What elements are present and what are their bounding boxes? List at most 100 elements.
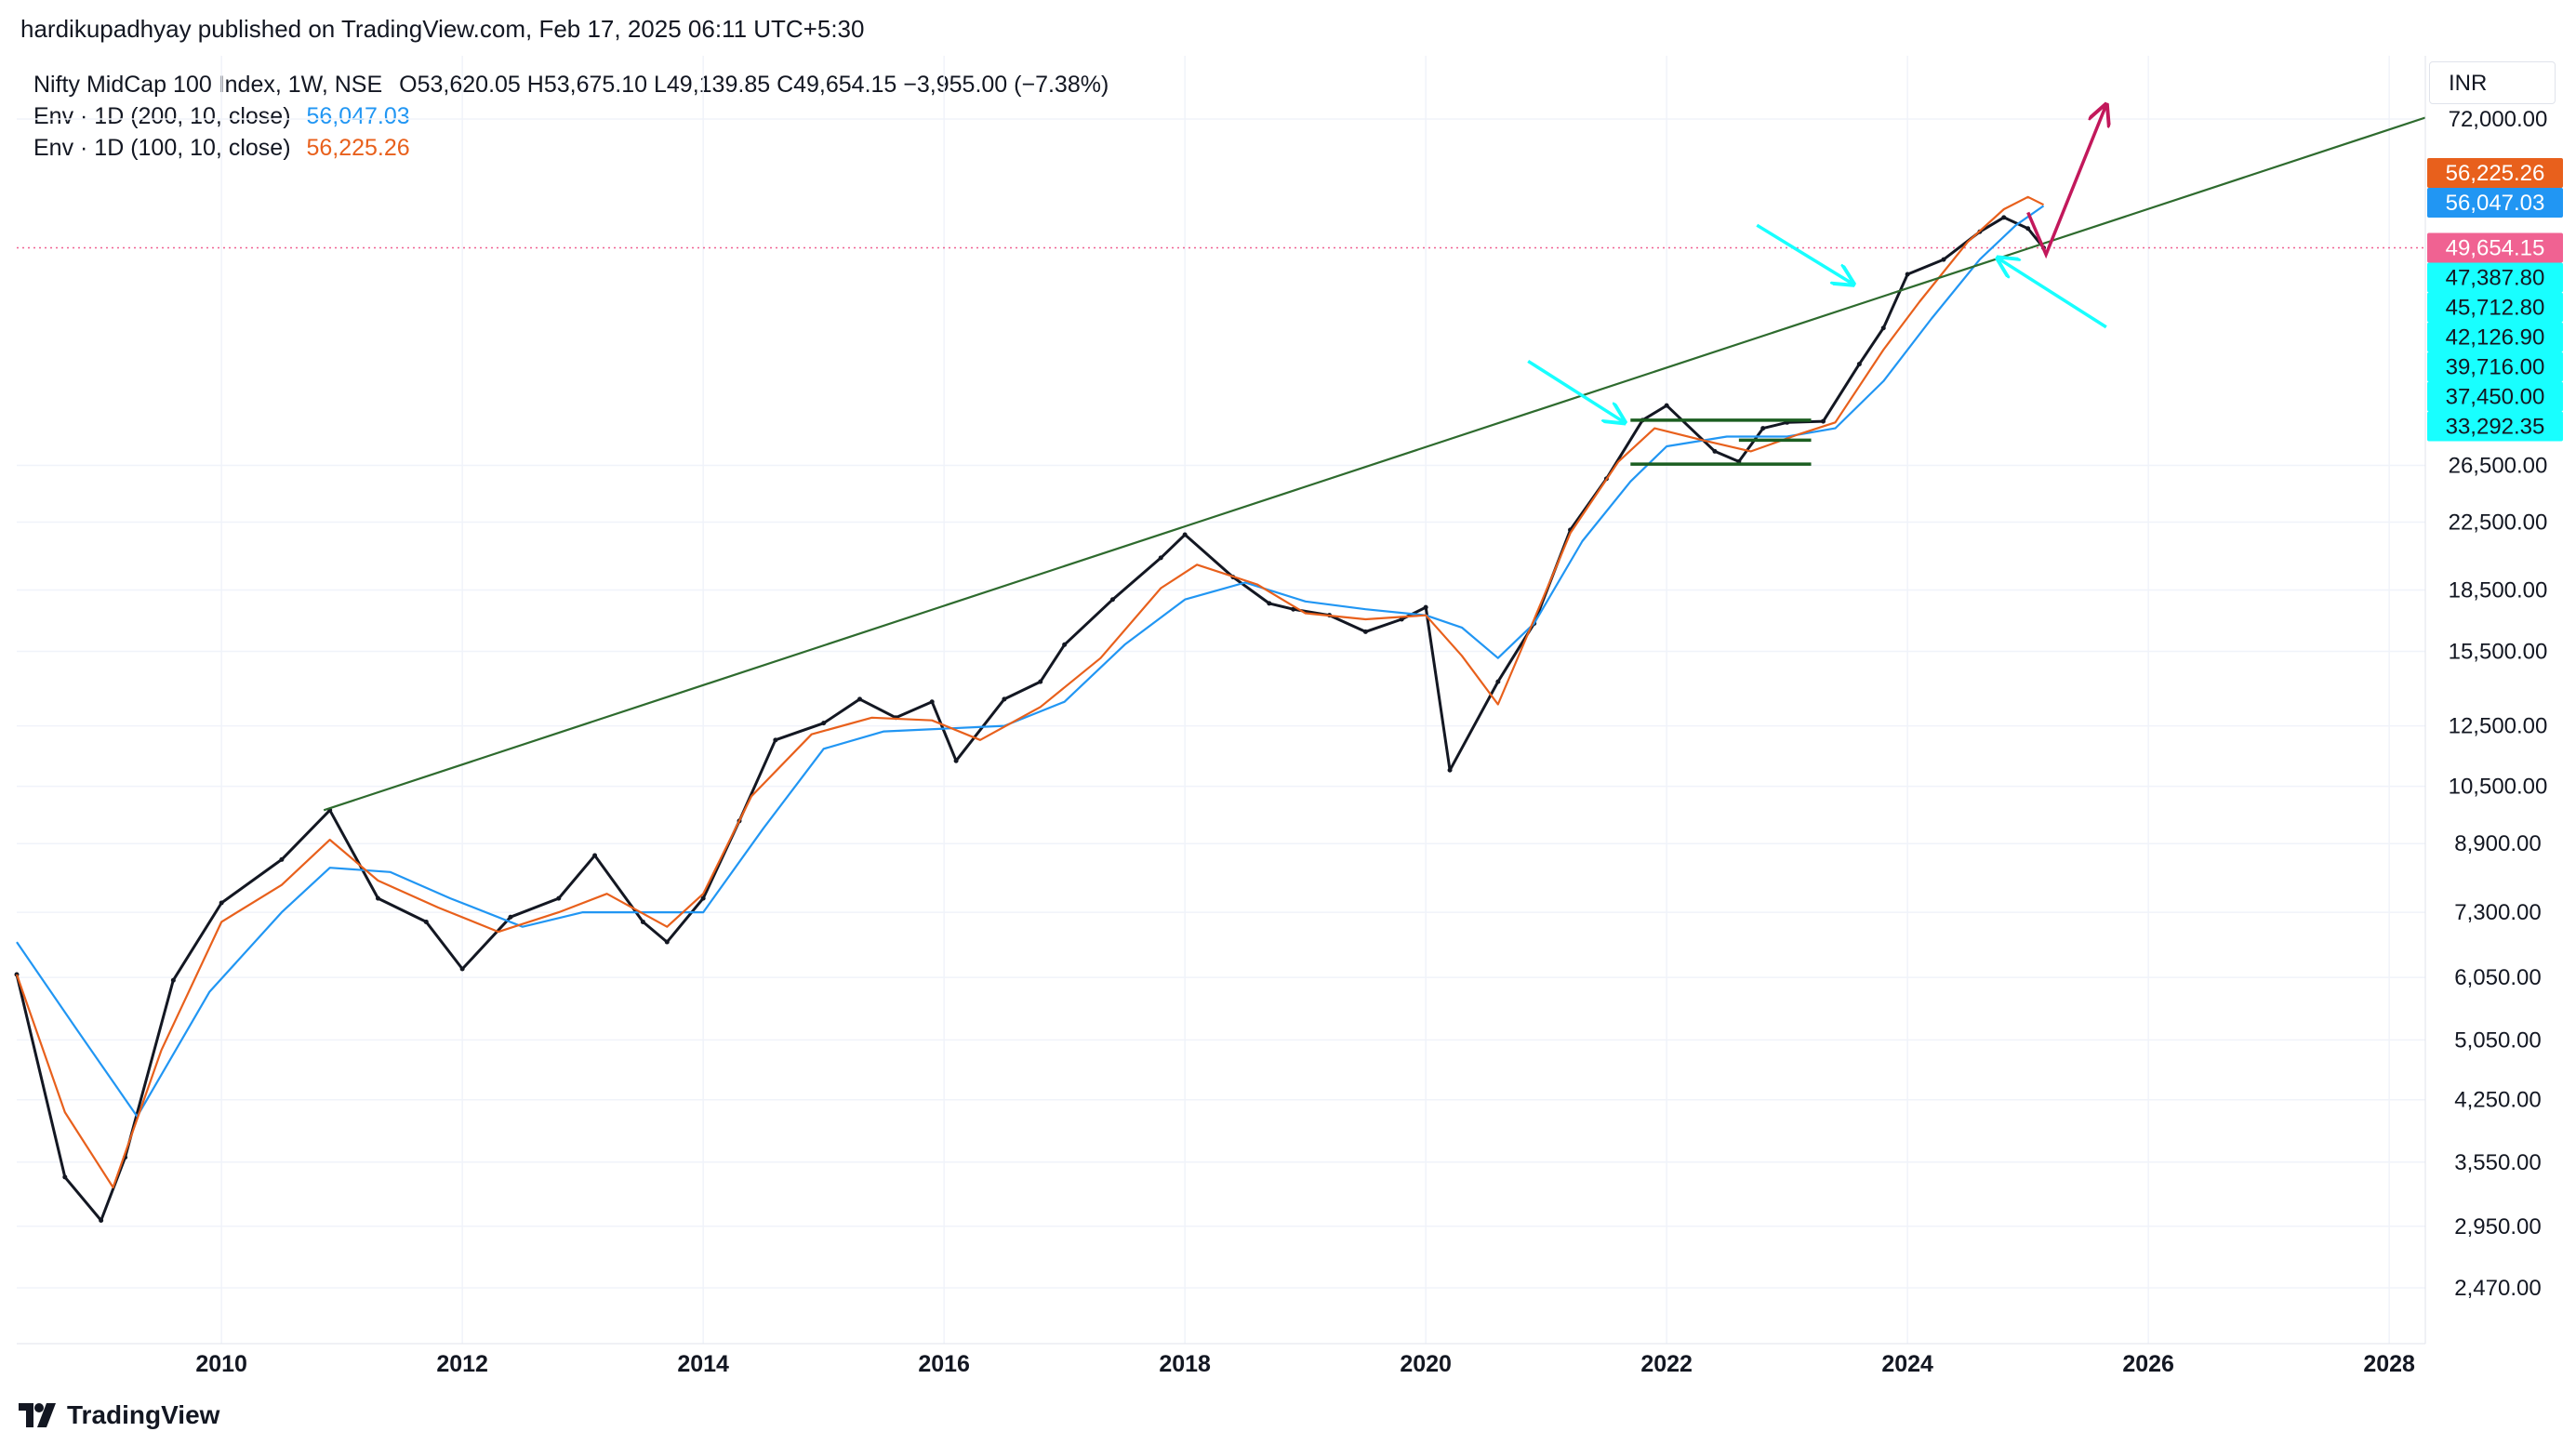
grid (17, 56, 2425, 1344)
y-tick-label: 72,000.00 (2449, 107, 2548, 132)
price-line[interactable] (15, 216, 2045, 1222)
price-point (423, 919, 429, 924)
price-point (857, 696, 862, 702)
price-tag: 56,225.26 (2427, 158, 2563, 188)
legend-indicator-row[interactable]: Env · 1D (100, 10, close) 56,225.26 (33, 132, 1118, 164)
price-tag: 33,292.35 (2427, 411, 2563, 442)
price-point (929, 699, 935, 705)
x-tick-label: 2010 (195, 1351, 247, 1377)
indicator-value: 56,225.26 (306, 135, 410, 161)
y-tick-label: 2,950.00 (2454, 1214, 2541, 1240)
projection-arrow[interactable] (2026, 105, 2106, 259)
y-tick-label: 12,500.00 (2449, 714, 2548, 739)
price-point (62, 1174, 68, 1180)
x-tick-label: 2024 (1881, 1351, 1933, 1377)
symbol-label: Nifty MidCap 100 Index, 1W, NSE (33, 72, 383, 98)
price-tag-label: 39,716.00 (2446, 354, 2545, 379)
arrow-annotation[interactable] (1527, 359, 1625, 422)
price-point (1109, 597, 1115, 603)
price-tag: 45,712.80 (2427, 292, 2563, 323)
price-point (592, 853, 598, 858)
price-point (2001, 215, 2007, 220)
indicator-label: Env · 1D (100, 10, close) (33, 135, 291, 161)
y-tick-label: 6,050.00 (2454, 965, 2541, 990)
x-tick-label: 2016 (918, 1351, 970, 1377)
y-tick-label: 10,500.00 (2449, 775, 2548, 800)
currency-button[interactable]: INR (2429, 61, 2556, 104)
plot-area (14, 116, 2426, 1224)
y-tick-label: 15,500.00 (2449, 639, 2548, 664)
y-tick-label: 4,250.00 (2454, 1088, 2541, 1113)
price-point (99, 1218, 104, 1224)
y-tick-label: 2,470.00 (2454, 1276, 2541, 1301)
price-point (1158, 555, 1163, 561)
price-tag-label: 56,225.26 (2446, 161, 2545, 186)
price-point (640, 919, 645, 924)
price-point (1062, 642, 1068, 647)
price-point (773, 737, 778, 743)
price-point (664, 939, 670, 945)
price-tag: 56,047.03 (2427, 188, 2563, 218)
envelope-line[interactable] (15, 195, 2044, 1189)
price-point (953, 758, 959, 763)
price-tag-label: 47,387.80 (2446, 265, 2545, 290)
price-tag-label: 49,654.15 (2446, 235, 2545, 260)
arrow-annotation[interactable] (1998, 259, 2107, 329)
price-point (821, 721, 827, 726)
x-tick-label: 2028 (2363, 1351, 2415, 1377)
price-point (1267, 601, 1272, 606)
y-tick-label: 5,050.00 (2454, 1027, 2541, 1053)
price-point (1002, 696, 1007, 702)
arrow-annotation[interactable] (1756, 223, 1853, 284)
price-point (1291, 606, 1296, 612)
price-tag: 42,126.90 (2427, 322, 2563, 352)
price-point (1941, 257, 1946, 262)
tradingview-logo[interactable]: TradingView (19, 1400, 219, 1430)
x-tick-label: 2020 (1400, 1351, 1452, 1377)
y-tick-label: 8,900.00 (2454, 831, 2541, 856)
price-point (1821, 418, 1826, 424)
chart-legend: Nifty MidCap 100 Index, 1W, NSE O53,620.0… (33, 69, 1118, 164)
price-tag-label: 56,047.03 (2446, 191, 2545, 216)
x-tick-label: 2014 (677, 1351, 729, 1377)
indicator-value: 56,047.03 (306, 103, 410, 129)
legend-main-row[interactable]: Nifty MidCap 100 Index, 1W, NSE O53,620.0… (33, 69, 1118, 100)
x-tick-label: 2012 (436, 1351, 488, 1377)
price-tag: 39,716.00 (2427, 351, 2563, 382)
price-point (1905, 272, 1910, 277)
time-axis: 2010 2012 2014 2016 2018 2020 2022 2024 2026 2028 (195, 1351, 2415, 1377)
price-point (219, 900, 224, 906)
price-tag: 37,450.00 (2427, 381, 2563, 412)
y-tick-label: 3,550.00 (2454, 1150, 2541, 1175)
trendline[interactable] (323, 116, 2426, 812)
price-tags: 56,225.26 56,047.03 49,654.15 47,387.80 45,7… (2427, 158, 2563, 442)
drawing-annotations (1527, 105, 2107, 466)
price-point (1712, 448, 1718, 454)
price-point (1495, 679, 1501, 684)
price-point (1423, 604, 1428, 610)
indicator-label: Env · 1D (200, 10, close) (33, 103, 291, 129)
price-tag-label: 42,126.90 (2446, 325, 2545, 350)
publisher-line: hardikupadhyay published on TradingView.… (20, 15, 865, 43)
price-tag-label: 45,712.80 (2446, 295, 2545, 320)
y-tick-label: 26,500.00 (2449, 454, 2548, 479)
price-point (508, 914, 513, 920)
x-tick-label: 2022 (1640, 1351, 1693, 1377)
x-tick-label: 2026 (2122, 1351, 2174, 1377)
price-point (459, 966, 465, 972)
price-point (279, 856, 285, 862)
price-point (1182, 532, 1188, 537)
envelope-line[interactable] (16, 205, 2045, 1118)
x-tick-label: 2018 (1159, 1351, 1211, 1377)
price-point (1664, 403, 1669, 408)
price-tag: 47,387.80 (2427, 262, 2563, 293)
price-point (2025, 226, 2031, 232)
legend-indicator-row[interactable]: Env · 1D (200, 10, close) 56,047.03 (33, 100, 1118, 132)
brand-name: TradingView (67, 1400, 220, 1429)
price-axis: 72,000.00 26,500.00 22,500.00 18,500.00 15,5… (2449, 107, 2548, 1301)
price-point (1038, 679, 1043, 684)
price-point (1856, 362, 1862, 367)
price-tag: 49,654.15 (2427, 232, 2563, 263)
y-tick-label: 22,500.00 (2449, 510, 2548, 536)
